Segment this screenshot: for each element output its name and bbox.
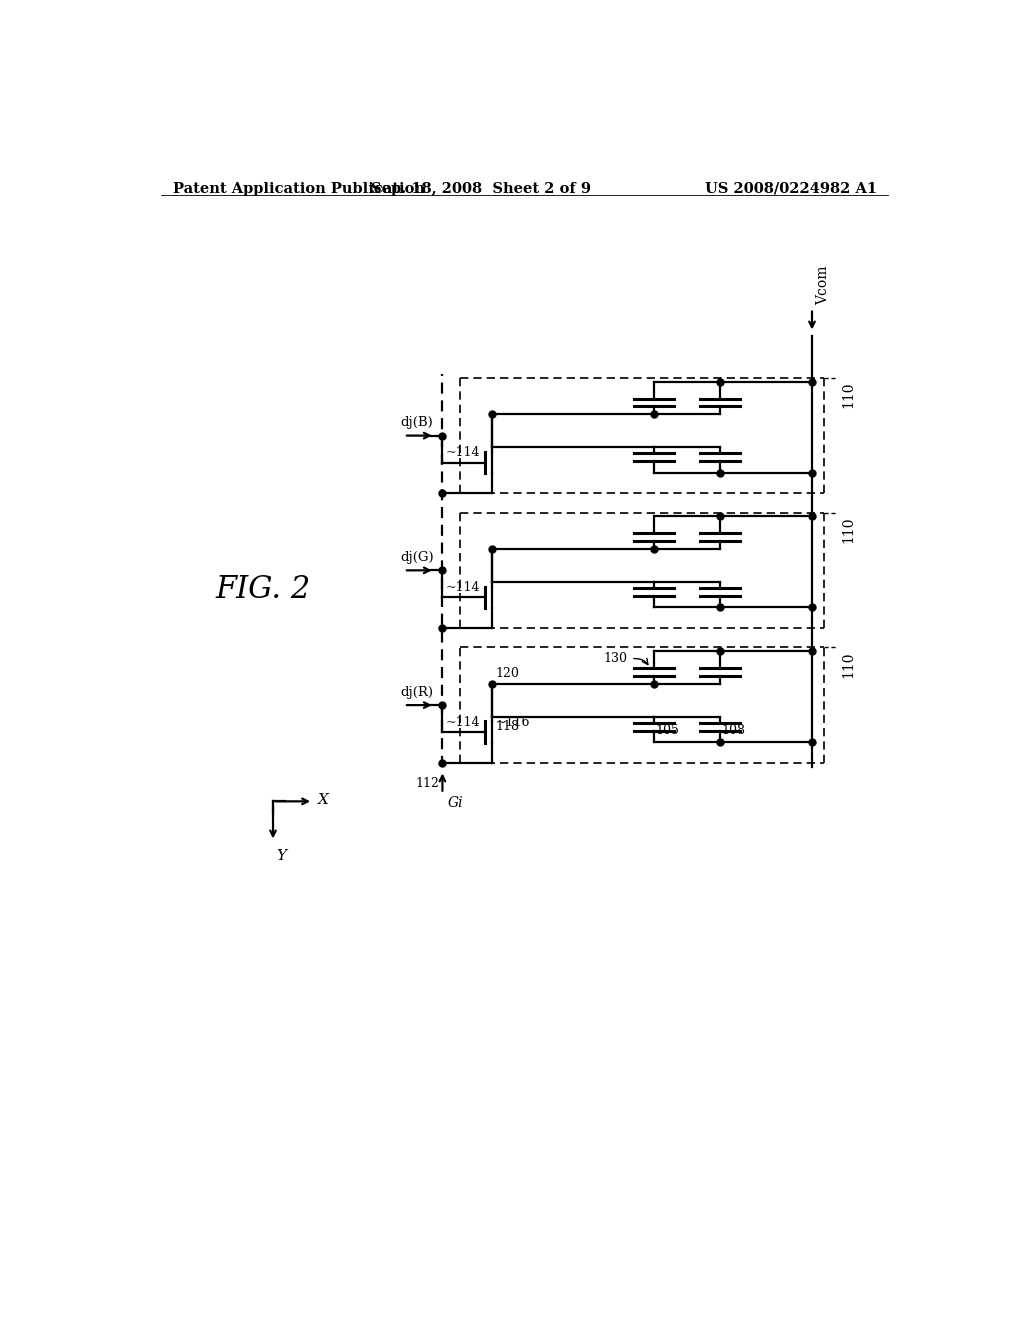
Text: dj(B): dj(B) <box>400 416 433 429</box>
Text: US 2008/0224982 A1: US 2008/0224982 A1 <box>706 182 878 195</box>
Text: ~114: ~114 <box>445 446 480 459</box>
Text: 130: 130 <box>603 652 628 665</box>
Text: Y: Y <box>276 849 287 863</box>
Text: X: X <box>317 793 329 807</box>
Text: dj(G): dj(G) <box>400 552 434 564</box>
Text: 108: 108 <box>721 725 745 738</box>
Text: ~116: ~116 <box>496 715 530 729</box>
Text: Vcom: Vcom <box>816 265 830 305</box>
Text: ~114: ~114 <box>445 715 480 729</box>
Text: 120: 120 <box>496 668 519 681</box>
Text: 110: 110 <box>841 516 855 543</box>
Text: 110: 110 <box>841 381 855 408</box>
Text: FIG. 2: FIG. 2 <box>215 574 310 605</box>
Text: 112: 112 <box>416 777 439 791</box>
Text: Sep. 18, 2008  Sheet 2 of 9: Sep. 18, 2008 Sheet 2 of 9 <box>371 182 591 195</box>
Text: 118: 118 <box>496 719 519 733</box>
Text: dj(R): dj(R) <box>400 686 433 700</box>
Text: ~114: ~114 <box>445 581 480 594</box>
Text: 105: 105 <box>655 725 680 738</box>
Text: 110: 110 <box>841 651 855 677</box>
Text: Patent Application Publication: Patent Application Publication <box>173 182 425 195</box>
Text: Gi: Gi <box>447 796 464 810</box>
